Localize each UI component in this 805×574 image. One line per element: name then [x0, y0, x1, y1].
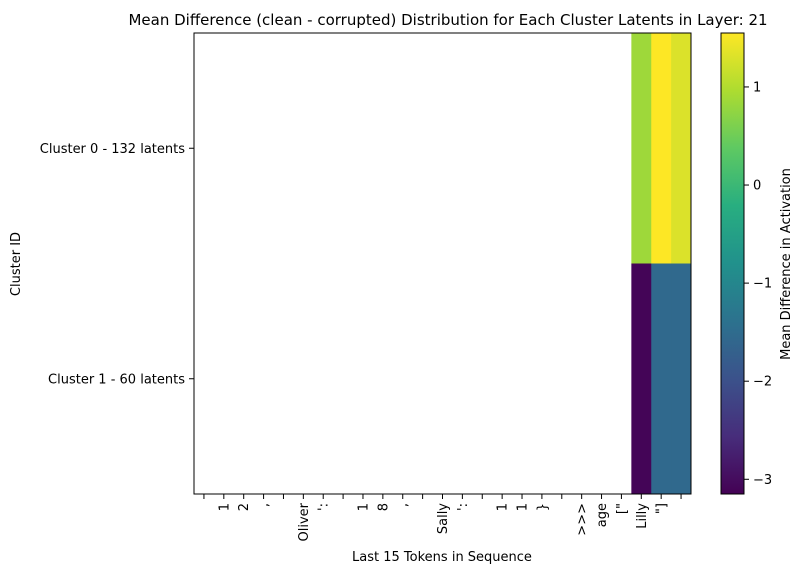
x-tick-label: 1: [217, 503, 232, 511]
x-tick-label: age: [595, 503, 610, 527]
x-tick-label: [": [615, 503, 630, 514]
colorbar-tick-label: −1: [753, 277, 772, 292]
heatmap-cells: [631, 33, 692, 494]
colorbar-tick-label: 1: [753, 80, 761, 95]
x-tick-label: Oliver: [297, 502, 312, 541]
heatmap-cell: [671, 263, 692, 494]
colorbar-tick-label: −3: [753, 473, 772, 488]
x-tick-label: >>>: [575, 503, 590, 536]
x-tick-label: ,: [396, 503, 411, 507]
heatmap-cell: [631, 263, 652, 494]
x-tick-label: ':: [456, 503, 471, 511]
y-tick-label: Cluster 1 - 60 latents: [48, 372, 185, 387]
x-axis-ticks: 1 2, Oliver ': 1 8, Sally ': 1 1} >>> age [" Lilly "]: [203, 494, 682, 542]
heatmap-cell: [631, 33, 652, 264]
colorbar-label: Mean Difference in Activation: [779, 168, 794, 360]
heatmap-cell: [671, 33, 692, 264]
x-tick-label: Lilly: [635, 503, 650, 529]
y-tick-label: Cluster 0 - 132 latents: [40, 142, 185, 157]
x-tick-label: 2: [237, 503, 252, 511]
x-tick-label: Sally: [436, 503, 451, 534]
y-axis-label: Cluster ID: [9, 232, 24, 296]
colorbar-tick-label: −2: [753, 375, 772, 390]
colorbar-ticks: 1 0 −1 −2 −3: [744, 80, 772, 488]
x-tick-label: ':: [317, 503, 332, 511]
x-tick-label: 8: [376, 503, 391, 511]
chart-title: Mean Difference (clean - corrupted) Dist…: [128, 11, 767, 29]
x-tick-label: 1: [516, 503, 531, 511]
x-tick-label: "]: [655, 503, 670, 514]
x-tick-label: 1: [356, 503, 371, 511]
x-tick-label: ,: [257, 503, 272, 507]
x-axis-label: Last 15 Tokens in Sequence: [352, 550, 532, 565]
heatmap-cell: [651, 33, 672, 264]
x-tick-label: 1: [496, 503, 511, 511]
heatmap-cell: [651, 263, 672, 494]
plot-frame: [193, 32, 692, 495]
y-axis-ticks: Cluster 0 - 132 latents Cluster 1 - 60 la…: [40, 142, 194, 387]
x-tick-label: }: [535, 503, 550, 511]
colorbar: [720, 32, 745, 495]
colorbar-tick-label: 0: [753, 179, 761, 194]
